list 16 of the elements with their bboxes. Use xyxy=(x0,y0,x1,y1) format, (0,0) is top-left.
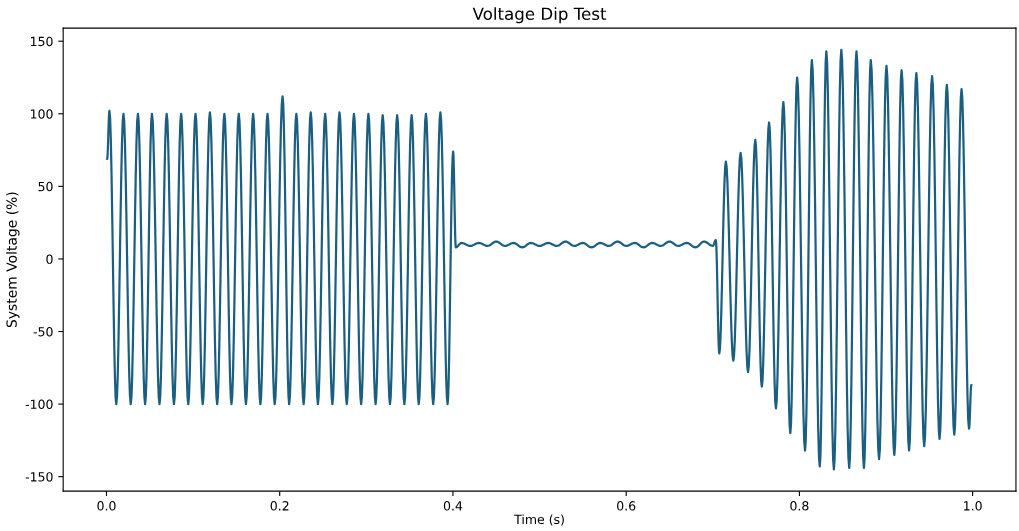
y-tick-label: 50 xyxy=(38,181,53,192)
x-axis-title: Time (s) xyxy=(514,514,564,526)
y-tick-label: 100 xyxy=(30,109,53,119)
y-tick-label: -150 xyxy=(25,472,53,482)
y-tick-label: 150 xyxy=(30,36,53,47)
x-tick-label: 1.0 xyxy=(964,501,982,511)
y-tick-label: -50 xyxy=(33,326,53,337)
x-tick-label: 0.8 xyxy=(790,501,809,511)
chart-title: Voltage Dip Test xyxy=(472,7,607,24)
y-axis-title: System Voltage (%) xyxy=(6,192,20,328)
x-tick-label: 0.0 xyxy=(97,501,116,511)
x-tick-label: 0.2 xyxy=(270,501,289,511)
y-tick-label: -100 xyxy=(25,399,53,410)
y-tick-label: 0 xyxy=(46,254,53,264)
x-tick-label: 0.4 xyxy=(443,501,463,511)
x-tick-label: 0.6 xyxy=(617,501,636,511)
